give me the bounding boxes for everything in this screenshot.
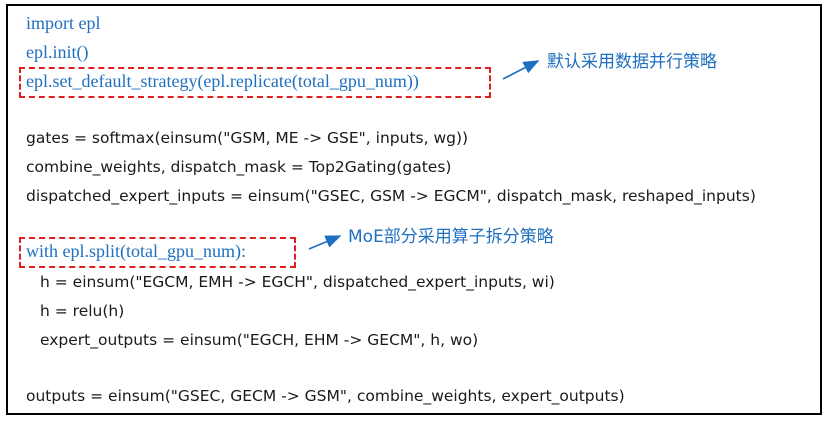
code-line-h-einsum: h = einsum("EGCM, EMH -> EGCH", dispatch…	[40, 273, 555, 291]
split-highlight	[19, 237, 296, 268]
code-line-expert-outputs: expert_outputs = einsum("EGCH, EHM -> GE…	[40, 331, 479, 349]
code-line-default-strategy: epl.set_default_strategy(epl.replicate(t…	[26, 71, 419, 91]
split-arrow	[308, 235, 342, 250]
code-line-init: epl.init()	[26, 42, 89, 62]
default-strategy-note: 默认采用数据并行策略	[547, 52, 717, 72]
code-line-combine-weights: combine_weights, dispatch_mask = Top2Gat…	[26, 158, 452, 176]
code-line-relu: h = relu(h)	[40, 302, 125, 320]
moe-split-note: MoE部分采用算子拆分策略	[348, 227, 554, 247]
default-strategy-arrow	[502, 60, 540, 80]
default-strategy-highlight	[19, 67, 491, 98]
code-line-gates: gates = softmax(einsum("GSM, ME -> GSE",…	[26, 129, 469, 147]
code-line-outputs: outputs = einsum("GSEC, GECM -> GSM", co…	[26, 387, 625, 405]
code-panel	[6, 4, 822, 415]
code-line-split: with epl.split(total_gpu_num):	[26, 241, 246, 261]
code-line-dispatched-inputs: dispatched_expert_inputs = einsum("GSEC,…	[26, 187, 756, 205]
code-line-import: import epl	[26, 13, 101, 33]
